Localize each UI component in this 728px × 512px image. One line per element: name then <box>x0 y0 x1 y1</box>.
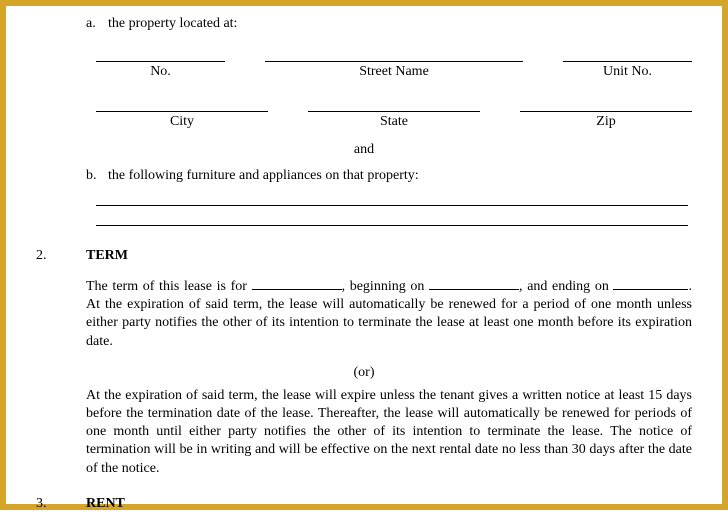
label-zip: Zip <box>520 114 692 130</box>
address-row-1: No. Street Name Unit No. <box>96 48 692 80</box>
section-3-num: 3. <box>36 496 86 512</box>
section-2-title: TERM <box>86 248 128 264</box>
blank-line <box>96 48 225 62</box>
blank-line <box>96 98 268 112</box>
item-b: b. the following furniture and appliance… <box>86 168 692 184</box>
blank-line <box>96 190 688 206</box>
blank-line <box>265 48 523 62</box>
blank-unit: Unit No. <box>563 48 692 80</box>
blank-begin <box>429 278 519 290</box>
label-state: State <box>308 114 480 130</box>
term-p1c: , and ending on <box>519 279 613 294</box>
or-connector: (or) <box>36 365 692 381</box>
blank-line <box>96 210 688 226</box>
blank-line <box>520 98 692 112</box>
section-2: 2. TERM <box>36 248 692 264</box>
label-city: City <box>96 114 268 130</box>
item-b-text: the following furniture and appliances o… <box>108 168 419 184</box>
blank-line <box>563 48 692 62</box>
and-connector: and <box>36 142 692 158</box>
blank-duration <box>252 278 342 290</box>
blank-city: City <box>96 98 268 130</box>
blank-line <box>308 98 480 112</box>
item-b-letter: b. <box>86 168 108 184</box>
address-row-2: City State Zip <box>96 98 692 130</box>
blank-street: Street Name <box>265 48 523 80</box>
item-a-text: the property located at: <box>108 16 237 32</box>
term-p1a: The term of this lease is for <box>86 279 252 294</box>
term-paragraph-1: The term of this lease is for , beginnin… <box>86 278 692 351</box>
label-no: No. <box>96 64 225 80</box>
section-2-num: 2. <box>36 248 86 264</box>
blank-zip: Zip <box>520 98 692 130</box>
item-a-letter: a. <box>86 16 108 32</box>
blank-no: No. <box>96 48 225 80</box>
blank-state: State <box>308 98 480 130</box>
section-3: 3. RENT <box>36 496 692 512</box>
furniture-lines <box>96 190 688 226</box>
label-unit: Unit No. <box>563 64 692 80</box>
blank-end <box>613 278 688 290</box>
item-a: a. the property located at: <box>86 16 692 32</box>
term-paragraph-2: At the expiration of said term, the leas… <box>86 387 692 478</box>
section-3-title: RENT <box>86 496 125 512</box>
term-p1b: , beginning on <box>342 279 429 294</box>
label-street: Street Name <box>265 64 523 80</box>
